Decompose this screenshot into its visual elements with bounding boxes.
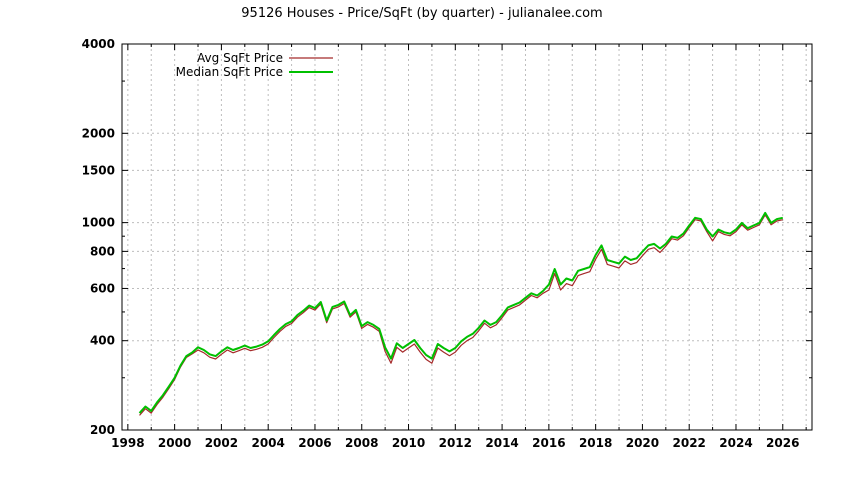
avg-sqft-price-series-line — [139, 214, 783, 416]
x-axis-label: 2018 — [579, 436, 612, 450]
y-axis-label: 1000 — [82, 216, 115, 230]
plot-border — [121, 43, 813, 431]
legend-label-avg-sqft-price: Avg SqFt Price — [197, 51, 283, 65]
y-axis-label: 800 — [90, 244, 115, 258]
y-axis-label: 400 — [90, 334, 115, 348]
x-axis-label: 2004 — [251, 436, 284, 450]
x-axis-label: 1998 — [111, 436, 144, 450]
x-axis-label: 2008 — [345, 436, 378, 450]
x-axis-label: 2024 — [719, 436, 752, 450]
y-axis-label: 200 — [90, 423, 115, 437]
x-axis-label: 2000 — [158, 436, 191, 450]
x-axis-label: 2022 — [673, 436, 706, 450]
x-axis-label: 2020 — [626, 436, 659, 450]
x-axis-label: 2006 — [298, 436, 331, 450]
x-axis-label: 2002 — [205, 436, 238, 450]
x-axis-label: 2026 — [766, 436, 799, 450]
x-axis-label: 2016 — [532, 436, 565, 450]
legend-label-median-sqft-price: Median SqFt Price — [176, 65, 283, 79]
median-sqft-price-series-line — [138, 211, 784, 414]
x-axis-label: 2010 — [392, 436, 425, 450]
chart-title: 95126 Houses - Price/SqFt (by quarter) -… — [241, 6, 603, 21]
y-axis-label: 600 — [90, 281, 115, 295]
y-axis-label: 1500 — [82, 163, 115, 177]
y-axis-label: 4000 — [82, 37, 115, 51]
y-axis-label: 2000 — [82, 126, 115, 140]
x-axis-label: 2014 — [485, 436, 518, 450]
x-axis-label: 2012 — [439, 436, 472, 450]
